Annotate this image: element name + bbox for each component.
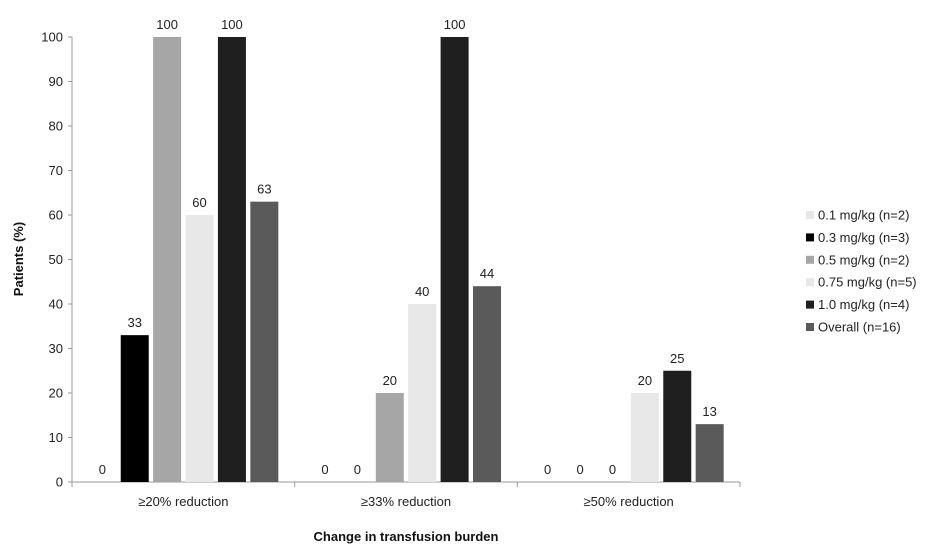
data-label: 0 [321, 462, 328, 477]
data-label: 13 [702, 404, 716, 419]
data-label: 20 [638, 373, 652, 388]
data-label: 63 [257, 182, 271, 197]
data-label: 0 [576, 462, 583, 477]
legend-swatch [806, 278, 814, 287]
data-label: 0 [609, 462, 616, 477]
bar [473, 286, 501, 482]
y-tick-label: 100 [41, 30, 63, 45]
bar [408, 304, 437, 482]
bar [440, 37, 469, 482]
x-tick-label: ≥50% reduction [584, 494, 674, 509]
legend-swatch [806, 300, 814, 309]
y-ticks: 0 10 20 30 40 50 60 70 80 90 100 [41, 30, 72, 490]
legend-label: 0.1 mg/kg (n=2) [818, 208, 909, 223]
data-label: 40 [415, 284, 429, 299]
y-tick-label: 50 [49, 252, 63, 267]
data-label: 0 [99, 462, 106, 477]
data-label: 0 [354, 462, 361, 477]
data-label: 44 [480, 266, 494, 281]
bar [630, 393, 659, 482]
legend-swatch [806, 233, 814, 242]
bar [185, 215, 214, 482]
data-label: 100 [444, 17, 466, 32]
legend-label: Overall (n=16) [818, 320, 901, 335]
legend-swatch [806, 323, 814, 331]
data-label: 60 [192, 195, 206, 210]
legend-label: 0.75 mg/kg (n=5) [818, 275, 917, 290]
data-labels: 0 33 100 60 100 63 0 0 20 40 100 44 0 0 0 20 25 13 [99, 17, 717, 477]
y-tick-label: 60 [49, 208, 63, 223]
bar [663, 370, 692, 482]
bar [217, 37, 246, 482]
bar [250, 201, 279, 482]
y-tick-label: 0 [56, 475, 63, 490]
bar [153, 37, 182, 482]
y-tick-label: 80 [49, 119, 63, 134]
legend-swatch [806, 255, 814, 264]
y-tick-label: 30 [49, 341, 63, 356]
legend-label: 0.5 mg/kg (n=2) [818, 252, 909, 267]
x-tick-label: ≥33% reduction [361, 494, 451, 509]
bar [695, 424, 724, 482]
y-tick-label: 70 [49, 163, 63, 178]
y-tick-label: 20 [49, 386, 63, 401]
x-tick-label: ≥20% reduction [138, 494, 228, 509]
y-tick-label: 40 [49, 297, 63, 312]
data-label: 20 [383, 373, 397, 388]
bars [120, 37, 724, 482]
x-ticks: ≥20% reduction ≥33% reduction ≥50% reducti… [71, 482, 741, 509]
legend-label: 1.0 mg/kg (n=4) [818, 297, 909, 312]
bar [120, 335, 149, 482]
y-tick-label: 10 [49, 430, 63, 445]
legend: 0.1 mg/kg (n=2) 0.3 mg/kg (n=3) 0.5 mg/kg … [806, 208, 917, 335]
bar [375, 393, 404, 482]
data-label: 33 [127, 315, 141, 330]
data-label: 25 [670, 351, 684, 366]
data-label: 100 [221, 17, 243, 32]
y-axis-title: Patients (%) [11, 222, 26, 296]
data-label: 100 [156, 17, 178, 32]
y-tick-label: 90 [49, 74, 63, 89]
legend-label: 0.3 mg/kg (n=3) [818, 230, 909, 245]
data-label: 0 [544, 462, 551, 477]
x-axis-title: Change in transfusion burden [314, 529, 499, 544]
legend-swatch [806, 211, 814, 219]
